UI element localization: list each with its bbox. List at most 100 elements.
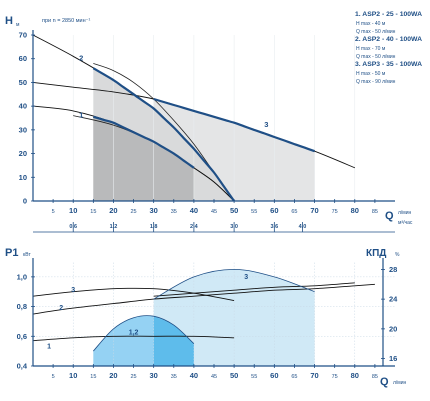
bot-x-axis-unit: л/мин — [393, 380, 407, 386]
bot-x-axis-title: Q — [380, 376, 389, 388]
efficiency-curve-3 — [153, 268, 315, 300]
bot-x-tick-label: 50 — [230, 371, 238, 380]
top-y-tick-label: 60 — [19, 54, 27, 63]
power-efficiency-chart: 5 10 15 20 25 30 35 40 45 50 55 60 65 70 75 80 85 0,4 0,6 0… — [5, 247, 407, 388]
bot-x-tick-label: 60 — [270, 371, 278, 380]
top-x-tick-label: 30 — [149, 206, 157, 215]
power-curve-3 — [32, 287, 235, 302]
bot-x-tick-label: 15 — [90, 374, 96, 380]
efficiency-curve-1-2 — [93, 315, 195, 352]
top-m3-tick-label: 2.4 — [190, 224, 199, 230]
top-x-tick-label: 45 — [211, 209, 217, 215]
top-x-tick-label: 65 — [291, 209, 297, 215]
top-m3-tick-label: 0.6 — [69, 224, 77, 230]
top-x-tick-label: 40 — [190, 206, 198, 215]
top-x-tick-label: 80 — [351, 206, 359, 215]
bot-x-tick-label: 20 — [109, 371, 117, 380]
top-y-axis-unit: м — [16, 22, 20, 28]
head-curve-1-operating — [92, 115, 195, 169]
top-x-tick-label: 10 — [69, 206, 77, 215]
head-curve-3-operating — [153, 97, 315, 153]
top-m3-tick-label: 3.6 — [271, 224, 279, 230]
bot-y-right-unit: % — [395, 252, 400, 258]
legend-hmax-1: H max - 40 м — [356, 21, 386, 27]
top-y-axis-title: H — [5, 15, 13, 27]
legend-qmax-1: Q max - 50 л/мин — [356, 29, 396, 35]
bot-y-left-tick-label: 0,6 — [17, 332, 27, 341]
legend-qmax-3: Q max - 90 л/мин — [356, 79, 396, 85]
head-curve-2-operating — [92, 67, 235, 202]
top-y-tick-label: 10 — [19, 173, 27, 182]
top-x-axis-unit-lmin: л/мин — [398, 210, 412, 216]
bot-x-tick-label: 25 — [130, 374, 136, 380]
top-x-tick-label: 60 — [270, 206, 278, 215]
rpm-note: при n = 2850 мин⁻¹ — [42, 18, 91, 24]
legend-hmax-2: H max - 70 м — [356, 46, 386, 52]
power-label-3: 3 — [71, 287, 75, 294]
top-y-tick-label: 30 — [19, 125, 27, 134]
bot-y-left-unit: кВт — [23, 252, 31, 258]
power-label-2: 2 — [59, 305, 63, 312]
top-m3-tick-label: 1.2 — [110, 224, 118, 230]
head-chart: 5 10 15 20 25 30 35 40 45 50 55 60 65 70 75 80 850.6 1.2 1… — [5, 11, 422, 233]
top-x-tick-label: 35 — [171, 209, 177, 215]
bot-y-left-tick-label: 0,8 — [17, 302, 27, 311]
top-m3-tick-label: 4.0 — [299, 224, 307, 230]
top-x-tick-label: 85 — [372, 209, 378, 215]
bot-x-tick-label: 40 — [190, 371, 198, 380]
efficiency-label-3: 3 — [244, 274, 248, 281]
curve-label-3: 3 — [264, 120, 268, 129]
top-y-tick-label: 20 — [19, 149, 27, 158]
bot-x-tick-label: 45 — [211, 374, 217, 380]
bot-y-left-title: P1 — [5, 247, 18, 259]
bot-x-tick-label: 85 — [372, 374, 378, 380]
bot-x-tick-label: 75 — [332, 374, 338, 380]
legend-title-2: 2. ASP2 - 40 - 100WA — [355, 36, 422, 43]
legend-hmax-3: H max - 50 м — [356, 71, 386, 77]
top-x-tick-label: 75 — [332, 209, 338, 215]
bot-x-tick-label: 30 — [149, 371, 157, 380]
bot-y-right-tick-label: 28 — [389, 265, 397, 274]
top-x-tick-label: 20 — [109, 206, 117, 215]
power-curve-2 — [32, 283, 375, 315]
top-x-tick-label: 55 — [251, 209, 257, 215]
top-x-tick-label: 70 — [310, 206, 318, 215]
power-curve-1 — [32, 335, 235, 342]
operating-range-1 — [93, 116, 194, 201]
top-y-tick-label: 0 — [23, 197, 27, 206]
bot-x-tick-label: 55 — [251, 374, 257, 380]
curve-label-2: 2 — [79, 54, 83, 63]
bot-x-tick-label: 80 — [351, 371, 359, 380]
power-label-1: 1 — [47, 344, 51, 351]
efficiency-area-overlap — [153, 316, 194, 366]
bot-x-tick-label: 5 — [52, 374, 55, 380]
top-m3-tick-label: 3.0 — [230, 224, 238, 230]
bot-x-tick-label: 10 — [69, 371, 77, 380]
bot-y-right-tick-label: 24 — [389, 295, 398, 304]
top-y-tick-label: 50 — [19, 78, 27, 87]
bot-y-right-tick-label: 20 — [389, 324, 397, 333]
top-x-tick-label: 5 — [52, 209, 55, 215]
curve-label-1: 1 — [79, 111, 83, 120]
top-m3-tick-label: 1.8 — [150, 224, 158, 230]
legend-qmax-2: Q max - 50 л/мин — [356, 54, 396, 60]
top-y-tick-label: 40 — [19, 102, 27, 111]
bot-y-left-tick-label: 1,0 — [17, 272, 27, 281]
bot-x-tick-label: 35 — [171, 374, 177, 380]
top-x-tick-label: 25 — [130, 209, 136, 215]
bot-y-left-tick-label: 0,4 — [17, 362, 28, 371]
power-curve-aux3 — [153, 282, 355, 297]
legend-title-3: 3. ASP3 - 35 - 100WA — [355, 61, 422, 68]
bot-x-tick-label: 70 — [310, 371, 318, 380]
bot-x-tick-label: 65 — [291, 374, 297, 380]
top-y-tick-label: 70 — [19, 31, 27, 40]
legend-title-1: 1. ASP2 - 25 - 100WA — [355, 11, 422, 18]
top-x-axis-title: Q — [385, 210, 394, 222]
top-x-tick-label: 15 — [90, 209, 96, 215]
efficiency-label-1-2: 1,2 — [129, 330, 139, 337]
bot-y-right-title: КПД — [366, 248, 386, 259]
bot-y-right-tick-label: 16 — [389, 354, 397, 363]
top-x-tick-label: 50 — [230, 206, 238, 215]
